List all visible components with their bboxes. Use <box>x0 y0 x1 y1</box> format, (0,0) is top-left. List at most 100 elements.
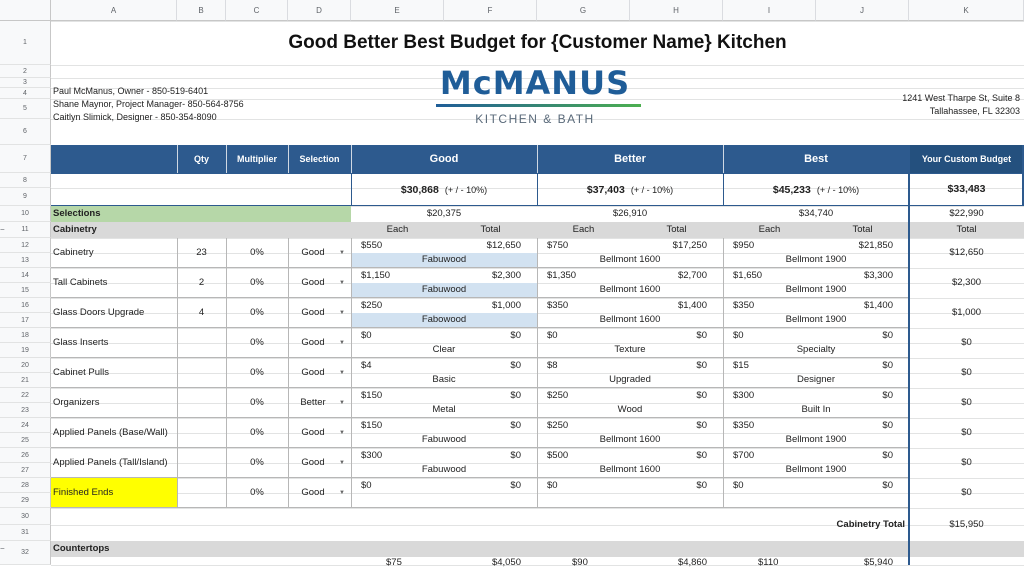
item-qty[interactable]: 4 <box>198 307 205 318</box>
row-header[interactable]: 29 <box>0 493 51 508</box>
chevron-down-icon[interactable]: ▼ <box>339 370 345 376</box>
tier-desc: Built In <box>801 404 831 415</box>
item-multiplier[interactable]: 0% <box>250 397 264 408</box>
row-header[interactable]: 9 <box>0 188 51 206</box>
row-header[interactable]: 21 <box>0 373 51 388</box>
column-header[interactable]: C <box>226 0 288 21</box>
row-header[interactable]: 3 <box>0 78 51 88</box>
row-header[interactable]: 27 <box>0 463 51 478</box>
column-header[interactable]: E <box>351 0 444 21</box>
row-header[interactable]: 12 <box>0 238 51 253</box>
row-header[interactable]: 16 <box>0 298 51 313</box>
row-header[interactable]: 30 <box>0 508 51 525</box>
item-multiplier[interactable]: 0% <box>250 307 264 318</box>
tier-total: $0 <box>882 420 893 431</box>
item-qty[interactable]: 23 <box>196 247 207 258</box>
row-header[interactable]: 14 <box>0 268 51 283</box>
chevron-down-icon[interactable]: ▼ <box>339 430 345 436</box>
tier-desc: Bellmont 1900 <box>785 464 847 475</box>
column-header[interactable]: I <box>723 0 816 21</box>
tier-desc: Fabowood <box>421 314 467 325</box>
row-header[interactable]: 20 <box>0 358 51 373</box>
item-qty[interactable] <box>177 328 226 358</box>
column-header[interactable]: H <box>630 0 723 21</box>
item-multiplier[interactable]: 0% <box>250 487 264 498</box>
row-header[interactable]: 31 <box>0 525 51 541</box>
corner-cell[interactable] <box>0 0 51 21</box>
row-header[interactable]: 7 <box>0 145 51 173</box>
custom-col-border-right <box>1022 145 1024 206</box>
item-qty[interactable] <box>177 358 226 388</box>
row-header[interactable]: 6 <box>0 119 51 145</box>
row-header[interactable]: 23 <box>0 403 51 418</box>
row-header[interactable]: 1 <box>0 21 51 65</box>
row-header[interactable]: 15 <box>0 283 51 298</box>
selection-dropdown[interactable]: Good <box>301 487 325 498</box>
selection-dropdown[interactable]: Good <box>301 307 325 318</box>
column-header[interactable]: A <box>51 0 177 21</box>
selection-dropdown[interactable]: Good <box>301 367 325 378</box>
tier-total: $0 <box>510 360 521 371</box>
column-header[interactable]: J <box>816 0 909 21</box>
tier-desc-highlight <box>351 283 537 298</box>
item-multiplier[interactable]: 0% <box>250 337 264 348</box>
row-header[interactable]: 8 <box>0 173 51 188</box>
tier-total: $0 <box>696 390 707 401</box>
column-header[interactable]: G <box>537 0 630 21</box>
item-multiplier[interactable]: 0% <box>250 427 264 438</box>
row-header[interactable]: 5 <box>0 99 51 119</box>
tier-desc: Bellmont 1900 <box>785 434 847 445</box>
row-header[interactable]: 24 <box>0 418 51 433</box>
chevron-down-icon[interactable]: ▼ <box>339 310 345 316</box>
row-header[interactable]: 2 <box>0 65 51 78</box>
collapse-group-icon[interactable]: − <box>0 225 5 234</box>
row-divider <box>51 447 909 448</box>
collapse-group-icon[interactable]: − <box>0 544 5 553</box>
chevron-down-icon[interactable]: ▼ <box>339 280 345 286</box>
row-header[interactable]: 22 <box>0 388 51 403</box>
row-header[interactable]: 4 <box>0 88 51 99</box>
item-qty[interactable] <box>177 388 226 418</box>
item-qty[interactable]: 2 <box>198 277 205 288</box>
item-multiplier[interactable]: 0% <box>250 367 264 378</box>
chevron-down-icon[interactable]: ▼ <box>339 340 345 346</box>
row-header[interactable]: 13 <box>0 253 51 268</box>
row-header[interactable]: 18 <box>0 328 51 343</box>
tier-desc: Designer <box>796 374 836 385</box>
gridline-h <box>51 78 1024 79</box>
item-qty[interactable] <box>177 418 226 448</box>
selection-dropdown[interactable]: Good <box>301 457 325 468</box>
selection-dropdown[interactable]: Good <box>301 247 325 258</box>
item-qty[interactable] <box>177 478 226 508</box>
row-header[interactable]: 11 <box>0 222 51 238</box>
row-header[interactable]: 32 <box>0 541 51 565</box>
column-header[interactable]: F <box>444 0 537 21</box>
chevron-down-icon[interactable]: ▼ <box>339 460 345 466</box>
item-qty[interactable] <box>177 448 226 478</box>
item-name: Cabinet Pulls <box>53 367 109 378</box>
selections-label: Selections <box>53 208 101 219</box>
selection-dropdown[interactable]: Good <box>301 427 325 438</box>
selections-value: $34,740 <box>798 208 834 219</box>
row-header[interactable]: 28 <box>0 478 51 493</box>
row-header[interactable]: 25 <box>0 433 51 448</box>
row-header[interactable]: 17 <box>0 313 51 328</box>
selection-dropdown[interactable]: Good <box>301 337 325 348</box>
item-multiplier[interactable]: 0% <box>250 457 264 468</box>
selection-dropdown[interactable]: Better <box>300 397 326 408</box>
column-header[interactable]: B <box>177 0 226 21</box>
row-divider <box>51 417 909 418</box>
chevron-down-icon[interactable]: ▼ <box>339 250 345 256</box>
column-header[interactable]: K <box>909 0 1024 21</box>
row-header[interactable]: 26 <box>0 448 51 463</box>
selection-dropdown[interactable]: Good <box>301 277 325 288</box>
chevron-down-icon[interactable]: ▼ <box>339 400 345 406</box>
column-header[interactable]: D <box>288 0 351 21</box>
row-header[interactable]: 19 <box>0 343 51 358</box>
row-header[interactable]: 10 <box>0 206 51 222</box>
address-line: Tallahassee, FL 32303 <box>929 106 1020 116</box>
item-multiplier[interactable]: 0% <box>250 277 264 288</box>
item-multiplier[interactable]: 0% <box>250 247 264 258</box>
chevron-down-icon[interactable]: ▼ <box>339 490 345 496</box>
